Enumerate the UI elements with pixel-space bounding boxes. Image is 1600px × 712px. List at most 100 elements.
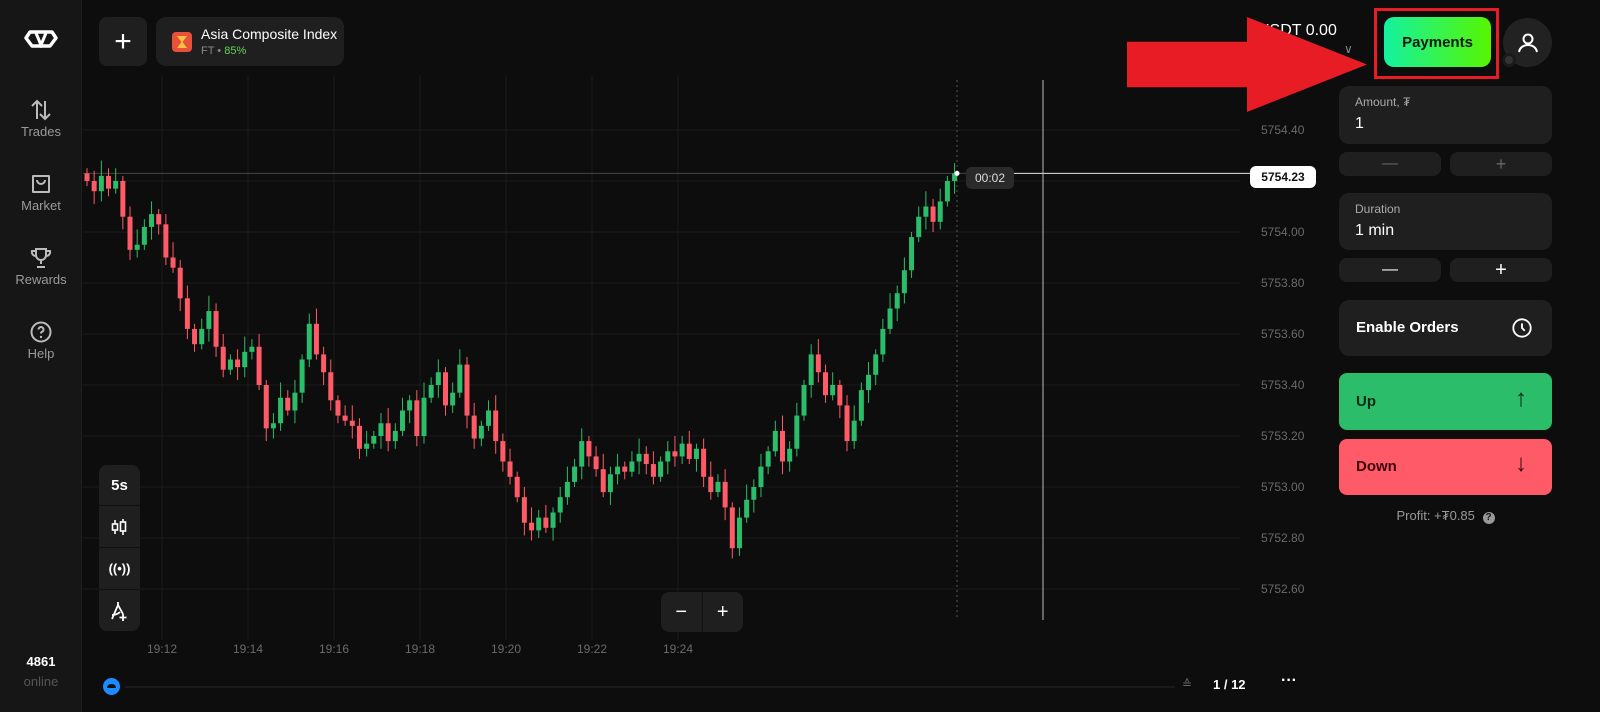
candle-body (113, 181, 119, 189)
compass-plus-icon (110, 601, 126, 621)
sidebar-item-rewards[interactable]: Rewards (0, 246, 82, 287)
candle-body (407, 400, 413, 411)
candle-body (278, 397, 284, 424)
arrow-down-icon: ↓ (1515, 450, 1527, 477)
candle-body (493, 410, 499, 442)
online-count: 4861 (26, 654, 56, 669)
candle-body (313, 323, 319, 355)
help-icon[interactable]: ? (1482, 512, 1495, 524)
candle-body (844, 405, 850, 442)
x-tick-label: 19:12 (147, 642, 178, 656)
user-icon (1517, 33, 1538, 52)
candle-body (672, 451, 678, 457)
candle-body (887, 308, 893, 329)
down-button[interactable]: Down ↓ (1339, 439, 1552, 495)
candle-body (858, 390, 864, 421)
y-tick-label: 5754.40 (1261, 123, 1305, 137)
chevron-down-icon[interactable]: ∨ (1344, 42, 1353, 56)
x-tick-label: 19:22 (577, 642, 608, 656)
candle-body (952, 173, 958, 181)
profit-text: Profit: +₮0.85 (1396, 508, 1475, 523)
candle-body (349, 420, 355, 426)
arrow-up-icon: ↑ (1515, 385, 1527, 412)
candle-body (593, 456, 599, 470)
candle-body (801, 385, 807, 416)
candle-body (256, 346, 262, 385)
duration-decrease-button[interactable]: — (1339, 258, 1441, 282)
plus-icon: + (114, 24, 132, 58)
duration-input[interactable]: 1 min (1355, 222, 1395, 239)
amount-decrease-button[interactable]: — (1339, 152, 1441, 176)
candle-body (823, 372, 829, 396)
duration-increase-button[interactable]: + (1450, 258, 1552, 282)
candle-body (851, 420, 857, 442)
broadcast-icon: ((•)) (108, 561, 131, 576)
plus-icon: + (1495, 153, 1507, 174)
chart-type-button[interactable] (99, 506, 140, 548)
amount-input[interactable]: 1 (1355, 115, 1364, 132)
candle-body (557, 497, 563, 513)
sidebar-item-help[interactable]: Help (0, 320, 82, 361)
candle-body (134, 244, 140, 250)
more-options-button[interactable]: ··· (1281, 672, 1297, 689)
annotation-highlight-box (1374, 8, 1499, 79)
amount-field[interactable]: Amount, ₮ 1 (1339, 86, 1552, 144)
candle-body (414, 400, 420, 436)
asset-selector[interactable]: Asia Composite Index FT • 85% (156, 17, 344, 66)
y-tick-label: 5752.60 (1261, 582, 1305, 596)
y-tick-label: 5753.80 (1261, 276, 1305, 290)
timeline-scrollbar[interactable] (125, 686, 1175, 688)
candle-body (299, 359, 305, 393)
candle-body (120, 181, 126, 217)
zoom-out-button[interactable]: − (661, 592, 703, 632)
x-tick-label: 19:20 (491, 642, 522, 656)
candle-body (199, 328, 205, 345)
candle-body (572, 466, 578, 482)
timer-badge: 00:02 (966, 167, 1014, 189)
add-asset-button[interactable]: + (99, 17, 147, 66)
candle-body (579, 441, 585, 467)
sidebar-item-trades[interactable]: Trades (0, 98, 82, 139)
candle-body (815, 354, 821, 373)
candle-body (242, 351, 248, 368)
up-label: Up (1356, 393, 1376, 410)
x-tick-label: 19:24 (663, 642, 694, 656)
sidebar-item-market[interactable]: Market (0, 172, 82, 213)
candle-body (751, 487, 757, 500)
candle-body (665, 451, 671, 462)
arrows-up-down-icon (31, 99, 51, 121)
candle-body (435, 372, 441, 385)
current-price-dot (954, 170, 960, 176)
enable-orders-button[interactable]: Enable Orders (1339, 300, 1552, 356)
up-button[interactable]: Up ↑ (1339, 373, 1552, 430)
scroll-home-button[interactable] (103, 678, 120, 695)
x-tick-label: 19:14 (233, 642, 264, 656)
candle-body (880, 328, 886, 355)
duration-field[interactable]: Duration 1 min (1339, 193, 1552, 250)
payments-button[interactable]: Payments (1384, 17, 1491, 67)
chart-tools: 5s ((•)) (99, 465, 140, 631)
asset-flag-icon (172, 32, 192, 52)
candle-body (708, 476, 714, 493)
minus-icon: — (1382, 155, 1398, 172)
candle-body (184, 298, 190, 329)
current-price-tag: 5754.23 (1250, 166, 1316, 188)
candle-body (686, 443, 692, 459)
candle-body (607, 474, 613, 493)
amount-increase-button[interactable]: + (1450, 152, 1552, 176)
logo (24, 30, 58, 53)
indicators-button[interactable]: ((•)) (99, 548, 140, 590)
candle-body (622, 466, 628, 472)
zoom-in-button[interactable]: + (703, 592, 744, 632)
candle-body (177, 267, 183, 299)
candle-body (758, 466, 764, 487)
asset-name: Asia Composite Index (201, 26, 338, 42)
candle-body (213, 311, 219, 347)
layers-icon[interactable]: ≙ (1182, 677, 1193, 691)
timeframe-button[interactable]: 5s (99, 465, 140, 506)
candles-icon (111, 518, 126, 535)
candle-body (328, 372, 334, 401)
candle-body (270, 423, 276, 429)
drawing-tools-button[interactable] (99, 590, 140, 631)
